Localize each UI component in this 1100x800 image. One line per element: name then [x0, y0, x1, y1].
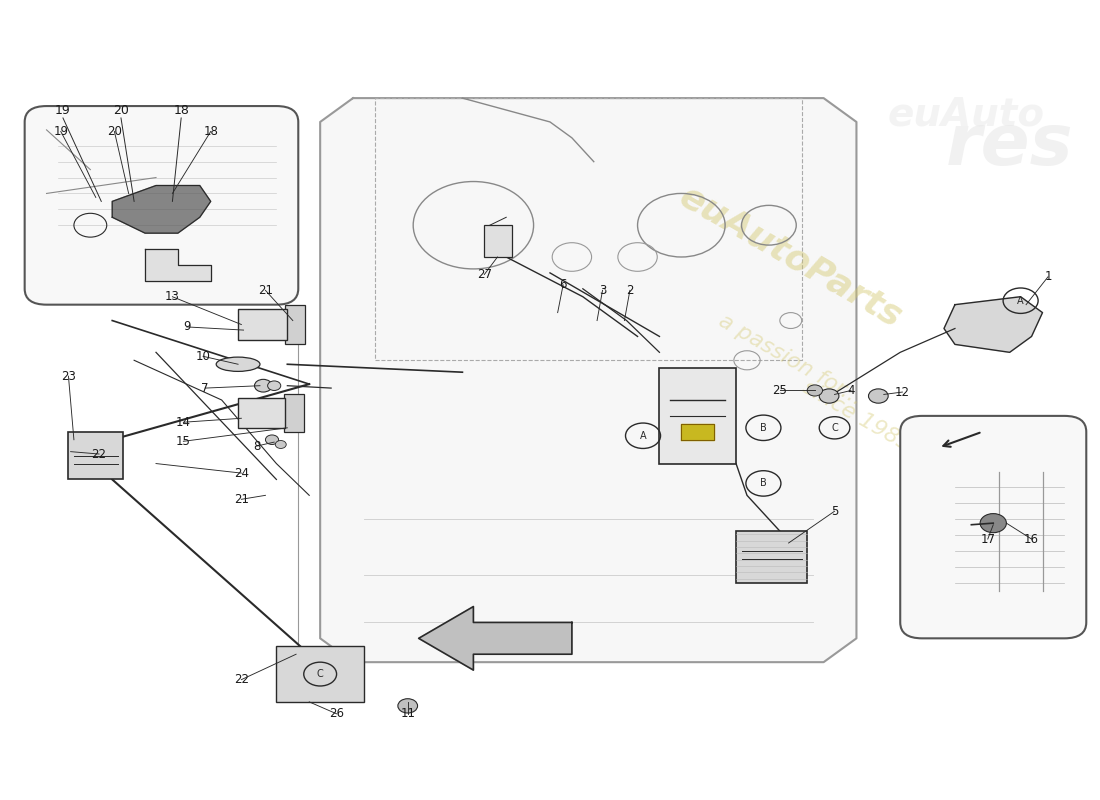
Bar — [736, 531, 807, 582]
Text: 10: 10 — [196, 350, 210, 363]
Text: 20: 20 — [113, 103, 129, 117]
Bar — [284, 394, 304, 432]
Bar — [238, 309, 287, 341]
Text: 18: 18 — [204, 125, 218, 138]
Text: res: res — [946, 111, 1074, 180]
Ellipse shape — [217, 357, 260, 371]
Text: 3: 3 — [598, 284, 606, 297]
Polygon shape — [145, 249, 211, 281]
Text: 22: 22 — [91, 447, 107, 461]
Text: 7: 7 — [201, 382, 209, 394]
Text: 19: 19 — [53, 125, 68, 138]
Text: 27: 27 — [476, 268, 492, 281]
Circle shape — [820, 389, 839, 403]
Text: 15: 15 — [176, 435, 190, 448]
Circle shape — [275, 441, 286, 449]
Text: C: C — [832, 423, 838, 433]
Text: 23: 23 — [60, 370, 76, 382]
Text: 14: 14 — [176, 416, 191, 429]
Polygon shape — [681, 424, 714, 440]
Circle shape — [869, 389, 888, 403]
Text: 22: 22 — [234, 673, 249, 686]
Circle shape — [265, 435, 278, 445]
Polygon shape — [320, 98, 857, 662]
Text: euAutoParts: euAutoParts — [673, 179, 909, 334]
Text: euAuto: euAuto — [888, 95, 1045, 133]
Text: 24: 24 — [234, 466, 249, 479]
Text: 18: 18 — [173, 103, 189, 117]
Polygon shape — [419, 606, 572, 670]
Polygon shape — [944, 297, 1043, 352]
Text: 1: 1 — [1044, 270, 1052, 283]
Text: 5: 5 — [830, 505, 838, 518]
Text: 9: 9 — [183, 321, 190, 334]
Text: 17: 17 — [980, 533, 996, 546]
Text: 21: 21 — [257, 284, 273, 297]
Polygon shape — [112, 186, 211, 233]
Text: 21: 21 — [234, 493, 249, 506]
Text: 26: 26 — [329, 707, 344, 720]
Text: C: C — [317, 669, 323, 679]
Text: 11: 11 — [400, 707, 415, 720]
Bar — [285, 305, 305, 344]
Bar — [238, 398, 285, 428]
Text: 20: 20 — [107, 125, 122, 138]
Text: since 1985: since 1985 — [799, 377, 914, 455]
Text: 16: 16 — [1024, 533, 1040, 546]
Text: 12: 12 — [895, 386, 910, 398]
Text: 4: 4 — [847, 384, 855, 397]
Text: A: A — [640, 430, 647, 441]
FancyBboxPatch shape — [24, 106, 298, 305]
Text: 25: 25 — [772, 384, 788, 397]
Bar — [484, 226, 512, 257]
Bar — [276, 646, 364, 702]
Circle shape — [267, 381, 280, 390]
Circle shape — [807, 385, 823, 396]
Bar — [68, 432, 123, 479]
Text: B: B — [760, 478, 767, 489]
FancyBboxPatch shape — [900, 416, 1087, 638]
Circle shape — [254, 379, 272, 392]
Text: B: B — [760, 423, 767, 433]
Bar — [659, 368, 736, 463]
Text: 2: 2 — [626, 284, 634, 297]
Text: a passion for...: a passion for... — [715, 311, 867, 410]
Circle shape — [980, 514, 1006, 533]
Text: 6: 6 — [560, 278, 566, 291]
Text: 19: 19 — [55, 103, 70, 117]
Text: 13: 13 — [165, 290, 180, 303]
Text: A: A — [1018, 296, 1024, 306]
Text: 8: 8 — [253, 439, 261, 453]
Circle shape — [398, 698, 418, 713]
